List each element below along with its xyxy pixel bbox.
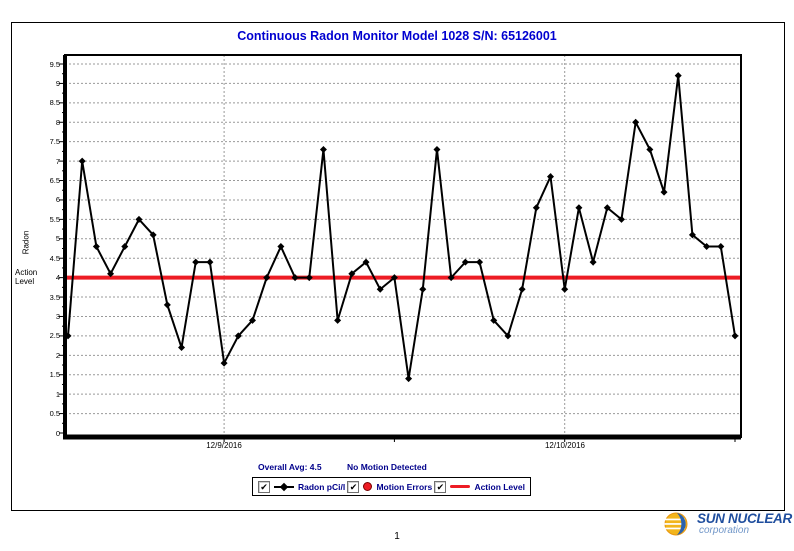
action-level-axis-label: Action Level [15, 268, 38, 286]
x-axis-date-1: 12/9/2016 [206, 441, 242, 450]
sun-nuclear-logo: SUN NUCLEAR corporation [664, 511, 792, 537]
motion-errors-checkbox[interactable]: ✔ [347, 480, 360, 493]
y-tick-label: 2.5 [49, 331, 60, 341]
page-number: 1 [394, 531, 400, 542]
y-tick-label: 7.5 [49, 137, 60, 147]
y-tick-label: 6 [55, 195, 60, 205]
y-tick-label: 5 [55, 234, 60, 244]
y-tick-label: 1 [55, 389, 60, 399]
y-tick-label: 5.5 [49, 214, 60, 224]
radon-series-marker-icon [274, 483, 294, 491]
legend-item-motion-errors: ✔ Motion Errors [347, 480, 433, 493]
legend-box: ✔ Radon pCi/l ✔ Motion Errors ✔ Action L… [252, 477, 531, 496]
y-tick-label: 8.5 [49, 98, 60, 108]
legend-label-motion-errors: Motion Errors [376, 481, 433, 492]
logo-company-name: SUN NUCLEAR [697, 510, 792, 526]
legend-item-radon: ✔ Radon pCi/l [258, 480, 346, 493]
y-tick-label: 3.5 [49, 292, 60, 302]
action-level-marker-icon [450, 485, 471, 488]
logo-text: SUN NUCLEAR corporation [697, 512, 792, 537]
x-axis-date-2: 12/10/2016 [544, 441, 586, 450]
radon-checkbox[interactable]: ✔ [258, 480, 270, 493]
legend-item-action-level: ✔ Action Level [434, 480, 525, 493]
y-tick-label: 3 [55, 311, 60, 321]
y-axis-title: Radon [21, 230, 31, 255]
y-tick-label: 9 [55, 78, 60, 88]
y-tick-label: 8 [55, 117, 60, 127]
y-tick-label: 0 [55, 428, 60, 438]
legend-label-radon: Radon pCi/l [298, 481, 346, 492]
logo-company-sub: corporation [699, 525, 750, 537]
y-tick-label: 4 [55, 273, 60, 283]
y-tick-label: 1.5 [49, 370, 60, 380]
y-tick-label: 2 [55, 350, 60, 360]
overall-average-text: Overall Avg: 4.5 [258, 462, 322, 472]
y-tick-label: 6.5 [49, 176, 60, 186]
legend-label-action-level: Action Level [474, 481, 525, 492]
sun-icon [664, 512, 688, 536]
y-tick-label: 7 [55, 156, 60, 166]
action-level-checkbox[interactable]: ✔ [434, 480, 447, 493]
motion-errors-marker-icon [363, 482, 373, 491]
chart-title: Continuous Radon Monitor Model 1028 S/N:… [237, 29, 557, 43]
y-tick-label: 4.5 [49, 253, 60, 263]
y-tick-label: 9.5 [49, 59, 60, 69]
motion-status-text: No Motion Detected [347, 462, 427, 472]
y-tick-label: 0.5 [49, 409, 60, 419]
